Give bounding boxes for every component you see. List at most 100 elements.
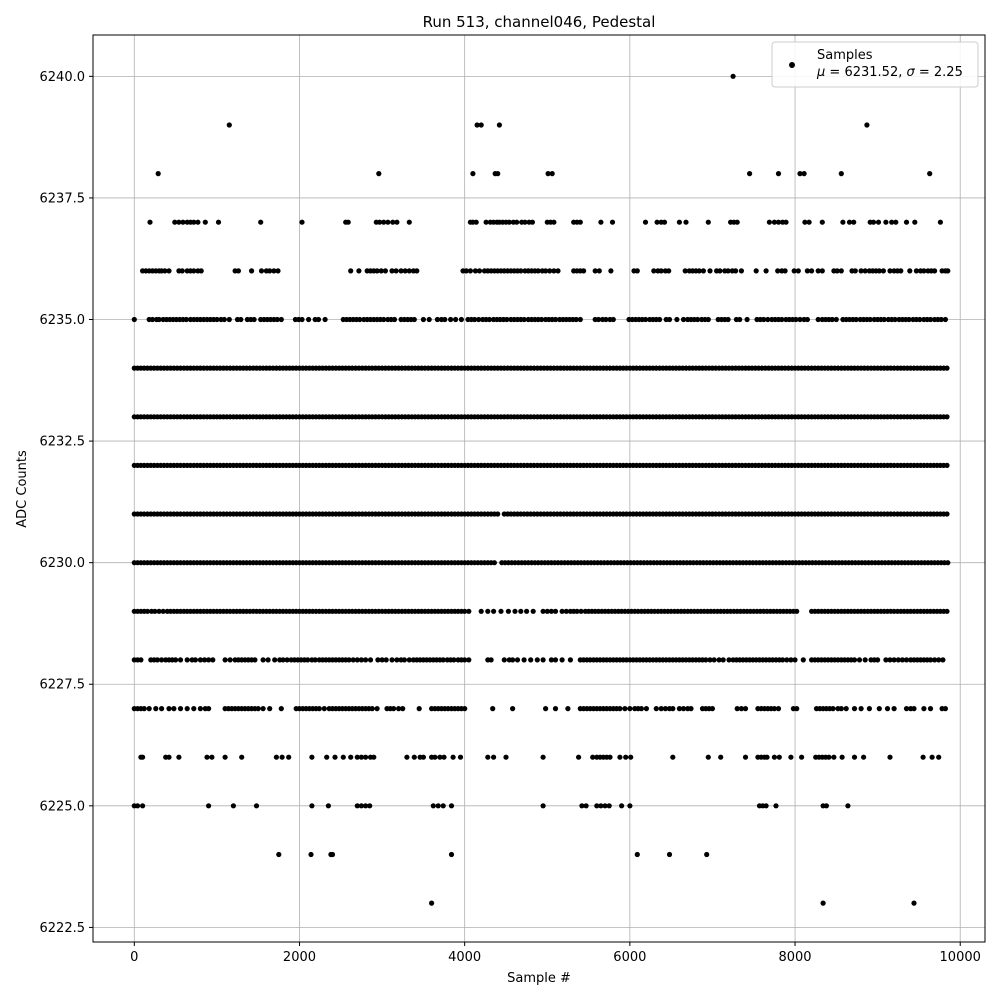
data-point: [391, 706, 397, 712]
data-point: [875, 657, 881, 663]
data-point: [485, 608, 491, 614]
data-point: [917, 316, 923, 323]
data-point: [473, 219, 479, 225]
data-point: [651, 268, 657, 274]
legend-box: [771, 41, 979, 88]
data-point: [398, 268, 404, 274]
data-point: [206, 803, 212, 809]
data-point: [450, 754, 456, 760]
data-point: [543, 268, 549, 274]
y-tick-label: 6237.5: [40, 191, 86, 206]
data-point: [226, 122, 232, 128]
data-point: [846, 219, 853, 225]
data-point: [880, 268, 887, 274]
data-point: [192, 657, 198, 663]
data-point: [227, 657, 233, 663]
data-point: [451, 657, 457, 663]
data-point: [284, 657, 290, 663]
data-point: [845, 803, 851, 809]
data-point: [944, 365, 950, 371]
data-point: [932, 268, 938, 274]
data-point: [567, 657, 574, 663]
data-point: [634, 268, 640, 274]
data-point: [876, 268, 882, 274]
data-point: [389, 268, 395, 274]
data-point: [329, 851, 336, 858]
data-point: [435, 803, 441, 809]
data-point: [176, 754, 182, 760]
data-point: [162, 268, 168, 274]
data-point: [776, 754, 782, 760]
data-point: [369, 706, 375, 712]
data-point: [578, 608, 584, 614]
data-point: [598, 803, 604, 809]
data-point: [903, 706, 910, 712]
data-point: [166, 268, 172, 274]
data-point: [462, 657, 468, 663]
data-point: [830, 706, 836, 712]
x-tick-label: 2000: [283, 950, 316, 965]
data-point: [791, 268, 797, 274]
y-tick-label: 6232.5: [40, 435, 86, 450]
data-point: [638, 706, 645, 712]
data-point: [350, 657, 356, 663]
data-point: [642, 219, 649, 225]
data-point: [819, 268, 825, 274]
data-point: [518, 268, 524, 274]
data-point: [140, 803, 146, 809]
data-point: [202, 219, 208, 225]
data-point: [833, 316, 839, 323]
data-point: [906, 316, 912, 323]
legend-stats: μ = 6231.52, σ = 2.25: [816, 65, 963, 80]
data-point: [518, 608, 524, 614]
data-point: [430, 803, 436, 809]
plot-area-frame: [92, 34, 986, 943]
data-point: [840, 219, 846, 225]
data-point: [734, 706, 740, 712]
data-point: [643, 706, 650, 712]
data-point: [149, 316, 156, 323]
data-point: [551, 219, 557, 225]
data-point: [356, 268, 362, 274]
data-point: [654, 219, 660, 225]
data-point: [838, 268, 844, 274]
data-point: [742, 754, 749, 760]
data-point: [680, 316, 687, 323]
data-point: [700, 268, 707, 274]
data-point: [400, 706, 406, 712]
data-point: [278, 706, 284, 712]
data-point: [322, 316, 328, 323]
data-point: [180, 219, 186, 225]
data-point: [141, 706, 147, 712]
data-point: [382, 268, 388, 274]
chart-title: Run 513, channel046, Pedestal: [423, 13, 656, 31]
data-point: [166, 754, 172, 760]
data-point: [944, 608, 950, 614]
data-point: [448, 803, 455, 809]
y-tick-label: 6225.0: [40, 799, 86, 814]
data-point: [171, 706, 177, 712]
data-point: [253, 803, 260, 809]
data-point: [524, 608, 530, 614]
data-point: [598, 219, 604, 225]
data-point: [549, 171, 555, 177]
data-point: [210, 657, 216, 663]
data-point: [393, 268, 399, 274]
data-point: [197, 657, 203, 663]
data-point: [406, 219, 412, 225]
data-point: [794, 706, 800, 712]
data-point: [773, 803, 779, 809]
data-point: [583, 803, 589, 809]
data-point: [895, 657, 901, 663]
data-point: [379, 657, 385, 663]
data-point: [474, 122, 480, 128]
data-point: [703, 657, 709, 663]
data-point: [258, 219, 264, 225]
data-point: [891, 706, 897, 712]
data-point: [802, 219, 808, 225]
data-point: [826, 754, 832, 760]
data-point: [505, 608, 511, 614]
data-point: [695, 316, 701, 323]
data-point: [784, 657, 790, 663]
